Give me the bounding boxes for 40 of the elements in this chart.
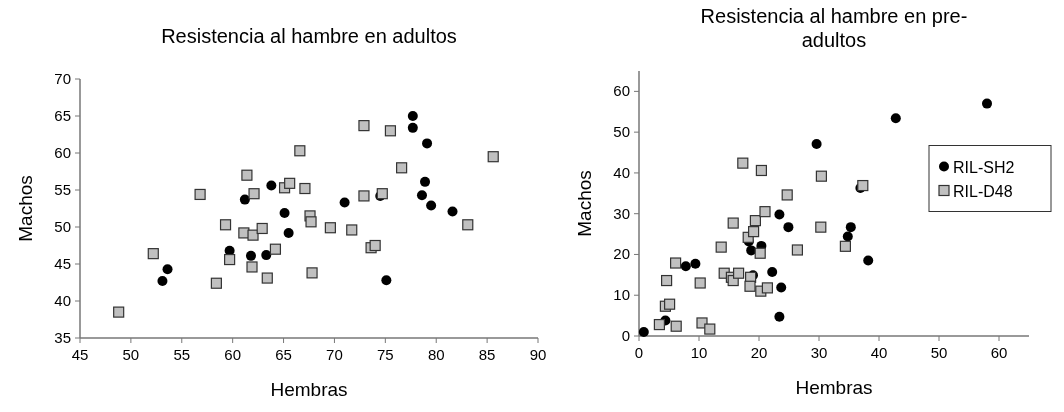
legend-label: RIL-SH2 (953, 158, 1015, 176)
x-tick-label: 10 (690, 344, 708, 361)
y-tick-label: 20 (613, 245, 630, 263)
x-tick-label: 65 (275, 346, 292, 363)
y-tick-label: 65 (54, 107, 71, 124)
y-tick-label: 50 (613, 123, 630, 141)
y-tick-label: 35 (54, 329, 71, 346)
y-axis-title: Machos (574, 170, 595, 237)
x-tick-label: 20 (750, 344, 768, 361)
y-tick-label: 70 (54, 70, 71, 87)
x-tick-label: 80 (427, 346, 445, 363)
x-tick-label: 50 (930, 344, 948, 361)
y-tick-label: 40 (613, 163, 630, 181)
x-axis-title: Hembras (795, 377, 873, 398)
y-tick-label: 30 (613, 204, 630, 222)
x-tick-label: 75 (376, 346, 394, 363)
x-tick-label: 50 (122, 346, 140, 363)
x-axis-title: Hembras (270, 379, 348, 400)
chart-title: Resistencia al hambre en pre-adultos (700, 5, 968, 51)
x-tick-label: 60 (224, 346, 242, 363)
y-tick-label: 45 (54, 255, 71, 272)
legend-label: RIL-D48 (953, 182, 1013, 200)
x-tick-label: 0 (634, 344, 644, 361)
chart-title: Resistencia al hambre en adultos (161, 25, 457, 47)
x-tick-label: 55 (173, 346, 191, 363)
y-tick-label: 50 (54, 218, 71, 235)
x-tick-label: 70 (326, 346, 343, 363)
y-tick-label: 55 (54, 181, 71, 198)
y-tick-label: 0 (621, 327, 630, 344)
y-tick-label: 60 (613, 82, 630, 100)
x-tick-label: 85 (478, 346, 496, 363)
y-tick-label: 40 (54, 292, 71, 309)
x-tick-label: 90 (529, 346, 547, 363)
x-tick-label: 45 (71, 346, 89, 363)
y-tick-label: 60 (54, 144, 71, 161)
x-tick-label: 30 (810, 344, 828, 361)
y-axis-title: Machos (15, 175, 36, 242)
x-tick-label: 40 (870, 344, 888, 361)
y-tick-label: 10 (613, 286, 630, 304)
x-tick-label: 60 (990, 344, 1008, 361)
